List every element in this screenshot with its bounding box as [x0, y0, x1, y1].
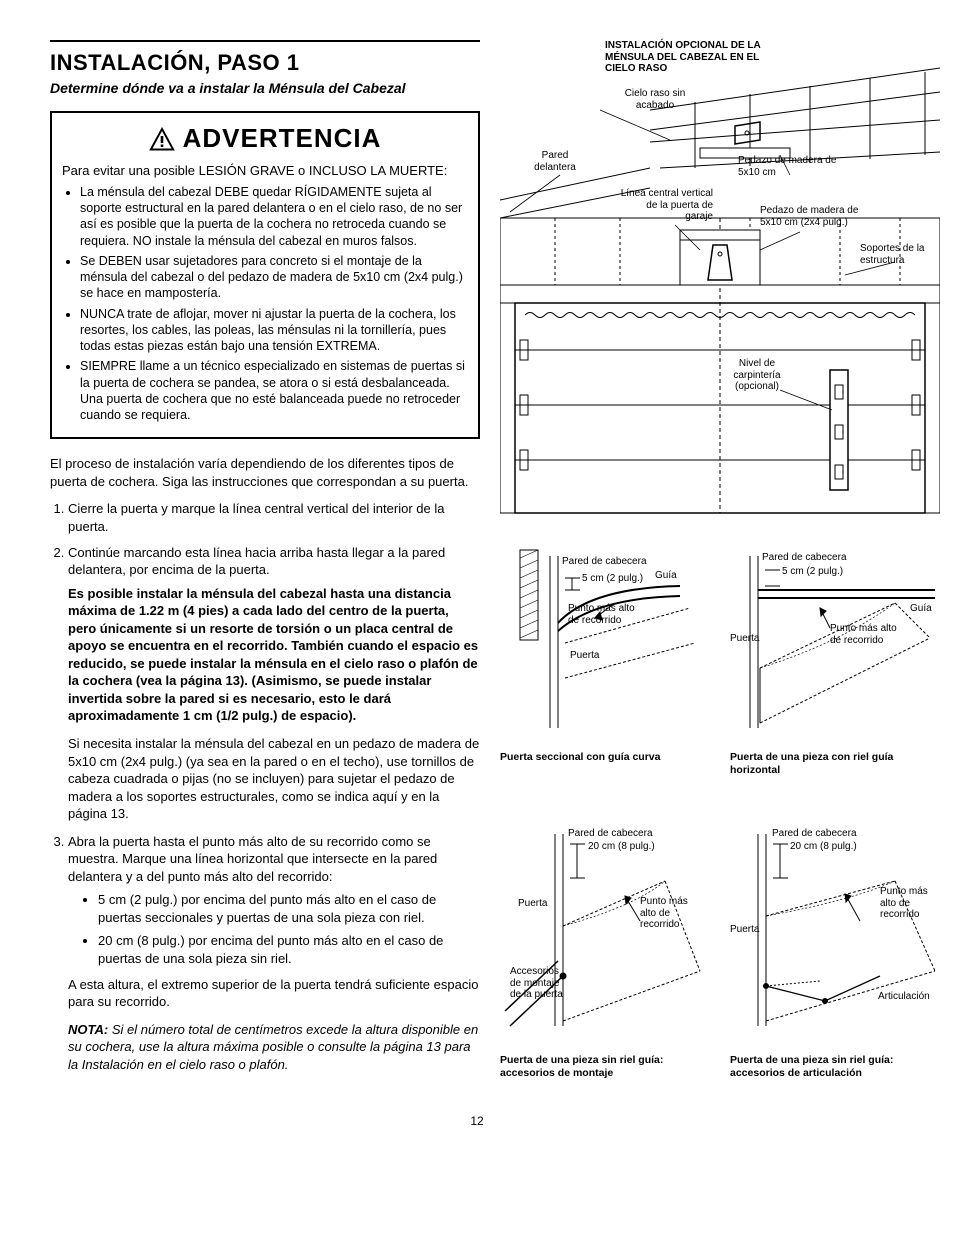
top-rule: [50, 40, 480, 42]
diagram-label: Soportes de la estructura: [860, 243, 940, 266]
diagram-label: Línea central vertical de la puerta de g…: [618, 188, 713, 223]
diagram-label: Punto más alto de recorrido: [640, 896, 695, 931]
main-diagram: INSTALACIÓN OPCIONAL DE LA MÉNSULA DEL C…: [500, 40, 940, 530]
diagram-label: Guía: [910, 603, 932, 615]
warning-item: La ménsula del cabezal DEBE quedar RÍGID…: [80, 184, 468, 249]
warning-triangle-icon: [149, 127, 175, 151]
note-label: NOTA:: [68, 1022, 108, 1037]
diagram-caption: Puerta de una pieza sin riel guía: acces…: [730, 1054, 940, 1079]
diagram-label: Puerta: [570, 650, 599, 662]
main-diagram-svg: [500, 40, 940, 530]
diagram-label: Punto más alto de recorrido: [830, 623, 910, 646]
warning-list: La ménsula del cabezal DEBE quedar RÍGID…: [62, 184, 468, 424]
diagram-label: Pared de cabecera: [762, 552, 847, 564]
diagram-label: Articulación: [878, 991, 930, 1003]
diagram-caption: Puerta seccional con guía curva: [500, 751, 710, 764]
diagram-label: 5 cm (2 pulg.): [782, 566, 843, 578]
warning-box: ADVERTENCIA Para evitar una posible LESI…: [50, 111, 480, 439]
warning-intro: Para evitar una posible LESIÓN GRAVE o I…: [62, 162, 468, 180]
step-3: Abra la puerta hasta el punto más alto d…: [68, 833, 480, 1074]
step-3-after: A esta altura, el extremo superior de la…: [68, 976, 480, 1011]
diagram-label: 20 cm (8 pulg.): [588, 841, 655, 853]
diagram-onepiece-articulation: Pared de cabecera 20 cm (8 pulg.) Puerta…: [730, 826, 940, 1079]
diagram-row-2: Pared de cabecera 20 cm (8 pulg.) Puerta…: [500, 826, 940, 1079]
steps-list: Cierre la puerta y marque la línea centr…: [50, 500, 480, 1073]
diagram-row-1: Pared de cabecera 5 cm (2 pulg.) Guía Pu…: [500, 548, 940, 776]
diagram-label: Accesorios de montaje de la puerta: [510, 966, 570, 1001]
sub-bullet: 20 cm (8 pulg.) por encima del punto más…: [98, 932, 480, 967]
section-title: INSTALACIÓN, PASO 1: [50, 48, 480, 78]
intro-paragraph: El proceso de instalación varía dependie…: [50, 455, 480, 490]
diagram-label: Punto más alto de recorrido: [880, 886, 935, 921]
warning-header: ADVERTENCIA: [62, 121, 468, 156]
diagram-label: Pedazo de madera de 5x10 cm (2x4 pulg.): [760, 205, 880, 228]
diagram-label: INSTALACIÓN OPCIONAL DE LA MÉNSULA DEL C…: [605, 40, 785, 75]
right-column: INSTALACIÓN OPCIONAL DE LA MÉNSULA DEL C…: [500, 40, 940, 1083]
step-2-bold: Es posible instalar la ménsula del cabez…: [68, 585, 480, 725]
page-content: INSTALACIÓN, PASO 1 Determine dónde va a…: [50, 40, 904, 1083]
warning-item: NUNCA trate de aflojar, mover ni ajustar…: [80, 306, 468, 355]
diagram-label: Guía: [655, 570, 677, 582]
diagram-label: Nivel de carpintería (opcional): [722, 358, 792, 393]
diagram-label: Pared de cabecera: [562, 556, 647, 568]
diagram-label: Pared de cabecera: [772, 828, 857, 840]
step-1: Cierre la puerta y marque la línea centr…: [68, 500, 480, 535]
step-3-note: NOTA: Si el número total de centímetros …: [68, 1021, 480, 1074]
step-text: Cierre la puerta y marque la línea centr…: [68, 501, 444, 534]
warning-item: SIEMPRE llame a un técnico especializado…: [80, 358, 468, 423]
diagram-sectional: Pared de cabecera 5 cm (2 pulg.) Guía Pu…: [500, 548, 710, 776]
step-2: Continúe marcando esta línea hacia arrib…: [68, 544, 480, 823]
warning-title: ADVERTENCIA: [183, 121, 382, 156]
diagram-caption: Puerta de una pieza con riel guía horizo…: [730, 751, 940, 776]
warning-item: Se DEBEN usar sujetadores para concreto …: [80, 253, 468, 302]
diagram-label: Puerta: [518, 898, 547, 910]
sub-bullet: 5 cm (2 pulg.) por encima del punto más …: [98, 891, 480, 926]
diagram-label: Pedazo de madera de 5x10 cm: [738, 155, 838, 178]
step-3-bullets: 5 cm (2 pulg.) por encima del punto más …: [68, 891, 480, 967]
diagram-label: Pared de cabecera: [568, 828, 653, 840]
step-text: Abra la puerta hasta el punto más alto d…: [68, 834, 437, 884]
diagram-label: Puerta: [730, 924, 759, 936]
left-column: INSTALACIÓN, PASO 1 Determine dónde va a…: [50, 40, 480, 1083]
diagram-label: Pared delantera: [525, 150, 585, 173]
step-2-after: Si necesita instalar la ménsula del cabe…: [68, 735, 480, 823]
diagram-label: 5 cm (2 pulg.): [582, 573, 643, 585]
body-text: El proceso de instalación varía dependie…: [50, 455, 480, 1073]
diagram-onepiece-horizontal: Pared de cabecera 5 cm (2 pulg.) Guía Pu…: [730, 548, 940, 776]
step-text: Continúe marcando esta línea hacia arrib…: [68, 545, 445, 578]
diagram-label: Cielo raso sin acabado: [620, 88, 690, 111]
note-text: Si el número total de centímetros excede…: [68, 1022, 478, 1072]
diagram-onepiece-mounting: Pared de cabecera 20 cm (8 pulg.) Puerta…: [500, 826, 710, 1079]
diagram-label: Punto más alto de recorrido: [568, 603, 648, 626]
diagram-label: 20 cm (8 pulg.): [790, 841, 857, 853]
page-number: 12: [50, 1113, 904, 1129]
diagram-label: Puerta: [730, 633, 759, 645]
diagram-caption: Puerta de una pieza sin riel guía: acces…: [500, 1054, 710, 1079]
subtitle: Determine dónde va a instalar la Ménsula…: [50, 80, 480, 98]
